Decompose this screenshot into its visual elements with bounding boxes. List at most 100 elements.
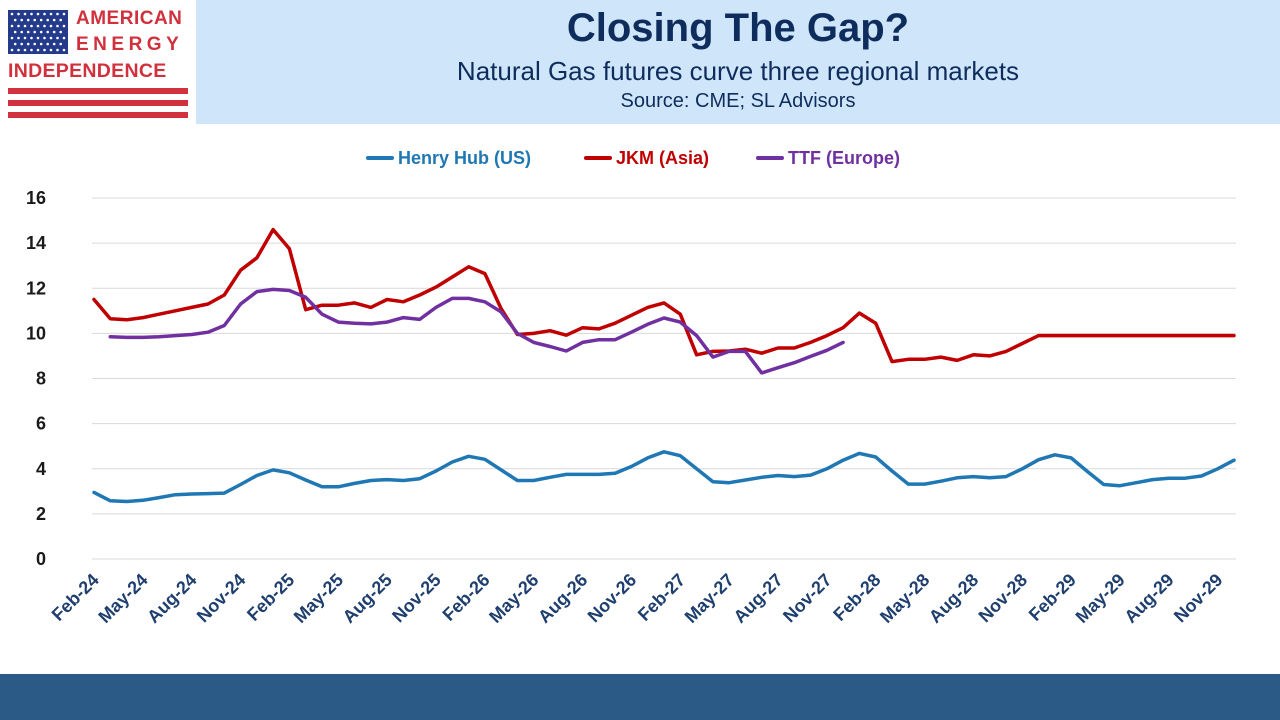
y-tick-label: 4 (36, 459, 46, 479)
logo-line-2: ENERGY (76, 34, 184, 55)
y-tick-label: 14 (26, 233, 46, 253)
flag-star (39, 30, 43, 34)
flag-star (10, 36, 14, 40)
legend-label: Henry Hub (US) (398, 148, 531, 168)
flag-star (43, 48, 46, 52)
flag-star (62, 48, 66, 52)
flag-star (33, 42, 36, 46)
x-tick-label: May-24 (94, 570, 151, 627)
flag-star (49, 36, 53, 40)
flag-star (13, 30, 17, 34)
x-tick-label: Aug-28 (925, 570, 982, 627)
logo-line-1: AMERICAN (76, 8, 183, 29)
flag-star (33, 18, 36, 22)
flag-star (62, 36, 66, 40)
flag-star (20, 42, 23, 46)
logo-stripe (8, 100, 188, 106)
flag-icon (8, 10, 68, 54)
flag-star (30, 12, 33, 16)
x-tick-label: Nov-24 (193, 570, 250, 627)
flag-star (30, 48, 33, 52)
flag-star (36, 48, 40, 52)
flag-star (10, 12, 14, 16)
chart-legend: Henry Hub (US) JKM (Asia) TTF (Europe) (366, 148, 900, 168)
flag-star (23, 24, 27, 28)
x-tick-label: Feb-24 (48, 570, 103, 625)
flag-star (56, 36, 59, 40)
chart-grid (92, 197, 1236, 560)
x-tick-label: Aug-25 (339, 570, 396, 627)
flag-star (30, 36, 33, 40)
flag-star (26, 42, 30, 46)
series-line (92, 450, 1236, 504)
header-band (196, 0, 1280, 124)
flag-star (52, 30, 56, 34)
flag-star (39, 18, 43, 22)
flag-star (17, 12, 20, 16)
x-tick-label: Nov-29 (1170, 570, 1227, 627)
x-tick-label: Feb-26 (439, 570, 494, 625)
y-axis: 0 2 4 6 8 10 12 14 16 (26, 188, 46, 569)
chart-title: Closing The Gap? (566, 6, 910, 50)
x-tick-label: Nov-28 (975, 570, 1032, 627)
y-tick-label: 0 (36, 549, 46, 569)
flag-star (46, 42, 49, 46)
x-tick-label: May-25 (290, 570, 347, 627)
y-tick-label: 16 (26, 188, 46, 208)
flag-star (43, 36, 46, 40)
flag-star (17, 24, 20, 28)
flag-star (13, 18, 17, 22)
x-tick-label: May-26 (485, 570, 542, 627)
flag-star (59, 30, 62, 34)
y-tick-label: 10 (26, 323, 46, 343)
flag-star (39, 42, 43, 46)
flag-star (26, 18, 30, 22)
flag-star (17, 48, 20, 52)
chart-subtitle: Natural Gas futures curve three regional… (456, 56, 1020, 86)
y-tick-label: 12 (26, 278, 46, 298)
flag-star (46, 18, 49, 22)
logo-line-3: INDEPENDENCE (8, 60, 167, 82)
x-tick-label: Nov-25 (388, 570, 445, 627)
y-tick-label: 2 (36, 504, 46, 524)
series-line (108, 287, 845, 375)
x-axis: Feb-24May-24Aug-24Nov-24Feb-25May-25Aug-… (48, 570, 1227, 627)
x-tick-label: Feb-25 (243, 570, 298, 625)
x-tick-label: Aug-24 (143, 570, 200, 627)
flag-star (59, 18, 62, 22)
series-line (92, 227, 1236, 364)
flag-star (56, 48, 59, 52)
flag-star (17, 36, 20, 40)
flag-star (49, 48, 53, 52)
x-tick-label: May-27 (681, 570, 738, 627)
flag-star (33, 30, 36, 34)
logo-stripe (8, 88, 188, 94)
logo-stripe (8, 112, 188, 118)
flag-star (49, 12, 53, 16)
flag-star (43, 24, 46, 28)
x-tick-label: May-29 (1072, 570, 1129, 627)
x-tick-label: Nov-27 (779, 570, 836, 627)
brand-logo: AMERICAN ENERGY INDEPENDENCE (0, 0, 196, 124)
flag-star (20, 30, 23, 34)
flag-star (30, 24, 33, 28)
flag-star (23, 48, 27, 52)
y-tick-label: 6 (36, 414, 46, 434)
flag-star (10, 24, 14, 28)
flag-star (52, 42, 56, 46)
x-tick-label: Feb-28 (829, 570, 884, 625)
x-tick-label: Aug-29 (1120, 570, 1177, 627)
chart-series (92, 227, 1236, 504)
x-tick-label: Aug-26 (534, 570, 591, 627)
flag-star (36, 24, 40, 28)
flag-star (62, 24, 66, 28)
x-tick-label: Feb-27 (634, 570, 689, 625)
flag-star (13, 42, 17, 46)
legend-label: TTF (Europe) (788, 148, 900, 168)
y-tick-label: 8 (36, 369, 46, 389)
flag-star (23, 36, 27, 40)
flag-star (46, 30, 49, 34)
x-tick-label: Aug-27 (730, 570, 787, 627)
x-tick-label: May-28 (876, 570, 933, 627)
flag-star (10, 48, 14, 52)
